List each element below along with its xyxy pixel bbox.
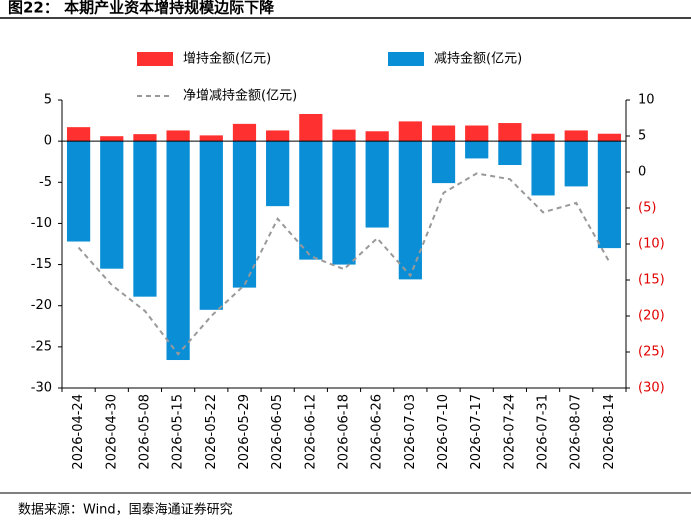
bar (498, 141, 522, 166)
bar (531, 133, 555, 142)
y-tick-label: -20 (31, 298, 52, 313)
y-tick-label: -10 (31, 216, 52, 231)
legend-swatch (137, 52, 173, 66)
bar (398, 121, 422, 142)
legend-swatch (388, 52, 424, 66)
x-tick-label: 2026-07-24 (502, 394, 517, 470)
bar (166, 141, 190, 361)
bar (199, 141, 223, 310)
x-tick-label: 2026-08-07 (569, 394, 584, 470)
bar (564, 130, 588, 142)
bar (299, 141, 323, 260)
x-tick-label: 2026-05-15 (171, 394, 186, 470)
bar (332, 141, 356, 265)
x-tick-label: 2026-04-24 (71, 394, 86, 470)
y2-tick-label: (10) (638, 237, 665, 252)
x-tick-label: 2026-05-08 (137, 394, 152, 470)
x-tick-label: 2026-05-29 (237, 394, 252, 470)
x-tick-label: 2026-04-30 (104, 394, 119, 470)
bar (166, 130, 190, 142)
bar (531, 141, 555, 196)
y2-tick-label: (5) (638, 201, 656, 216)
net-line (77, 172, 611, 356)
source: 数据来源：Wind，国泰海通证券研究 (18, 502, 233, 518)
bar (199, 135, 223, 142)
bar (365, 141, 389, 228)
bar (332, 129, 356, 142)
y-tick-label: 5 (44, 93, 52, 108)
bar (365, 131, 389, 142)
bar (232, 141, 257, 288)
bar (100, 141, 124, 269)
bar (597, 133, 622, 142)
bar (66, 127, 91, 142)
x-tick-label: 2026-07-10 (436, 394, 451, 470)
y2-tick-label: 0 (638, 165, 646, 180)
x-tick-label: 2026-07-03 (403, 394, 418, 470)
x-tick-label: 2026-06-26 (370, 394, 385, 470)
bar (266, 130, 290, 142)
y-tick-label: -5 (39, 175, 52, 190)
bar (299, 113, 323, 142)
x-tick-label: 2026-06-12 (303, 394, 318, 470)
x-tick-label: 2026-07-17 (469, 394, 484, 470)
y2-tick-label: (15) (638, 273, 665, 288)
y-tick-label: 0 (44, 134, 52, 149)
y-tick-label: -30 (31, 381, 52, 396)
bar (266, 141, 290, 207)
bar (564, 141, 588, 187)
x-tick-label: 2026-07-31 (536, 394, 551, 470)
bar (398, 141, 422, 280)
x-tick-label: 2026-08-14 (602, 394, 617, 470)
x-tick-label: 2026-06-05 (270, 394, 285, 470)
legend-label: 减持金额(亿元) (434, 51, 522, 67)
y2-tick-label: 5 (638, 129, 646, 144)
bar (66, 141, 91, 242)
chart-title: 图22： 本期产业资本增持规模边际下降 (8, 0, 275, 17)
y2-tick-label: (20) (638, 309, 665, 324)
bar (431, 141, 456, 184)
bar (465, 125, 489, 142)
bar (465, 141, 489, 159)
legend-label: 净增减持金额(亿元) (183, 88, 297, 104)
y2-tick-label: (25) (638, 345, 665, 360)
bar (232, 123, 257, 142)
bar (133, 134, 157, 142)
bar (597, 141, 622, 249)
y2-tick-label: (30) (638, 381, 665, 396)
legend-label: 增持金额(亿元) (183, 51, 271, 67)
y-tick-label: -15 (31, 257, 52, 272)
x-tick-label: 2026-05-22 (204, 394, 219, 470)
x-tick-label: 2026-06-18 (337, 394, 352, 470)
y2-tick-label: 10 (638, 93, 655, 108)
bar (133, 141, 157, 297)
bar (498, 123, 522, 142)
y-tick-label: -25 (31, 339, 52, 354)
bar (100, 136, 124, 142)
bar (431, 125, 456, 142)
